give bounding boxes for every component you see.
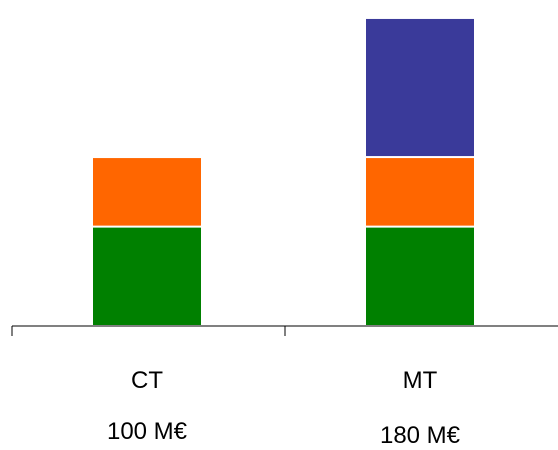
bar-ct-segment-1 — [93, 158, 201, 226]
category-label-ct: CT — [131, 367, 163, 394]
bar-ct-segment-0 — [93, 227, 201, 325]
bar-mt-segment-0 — [366, 227, 474, 325]
category-label-mt: MT — [402, 367, 438, 394]
total-label-mt: 180 M€ — [379, 422, 461, 449]
total-label-ct: 100 M€ — [106, 418, 188, 445]
bars-group — [93, 18, 474, 325]
bar-mt-segment-1 — [366, 158, 474, 226]
bar-mt-segment-2 — [366, 18, 474, 157]
